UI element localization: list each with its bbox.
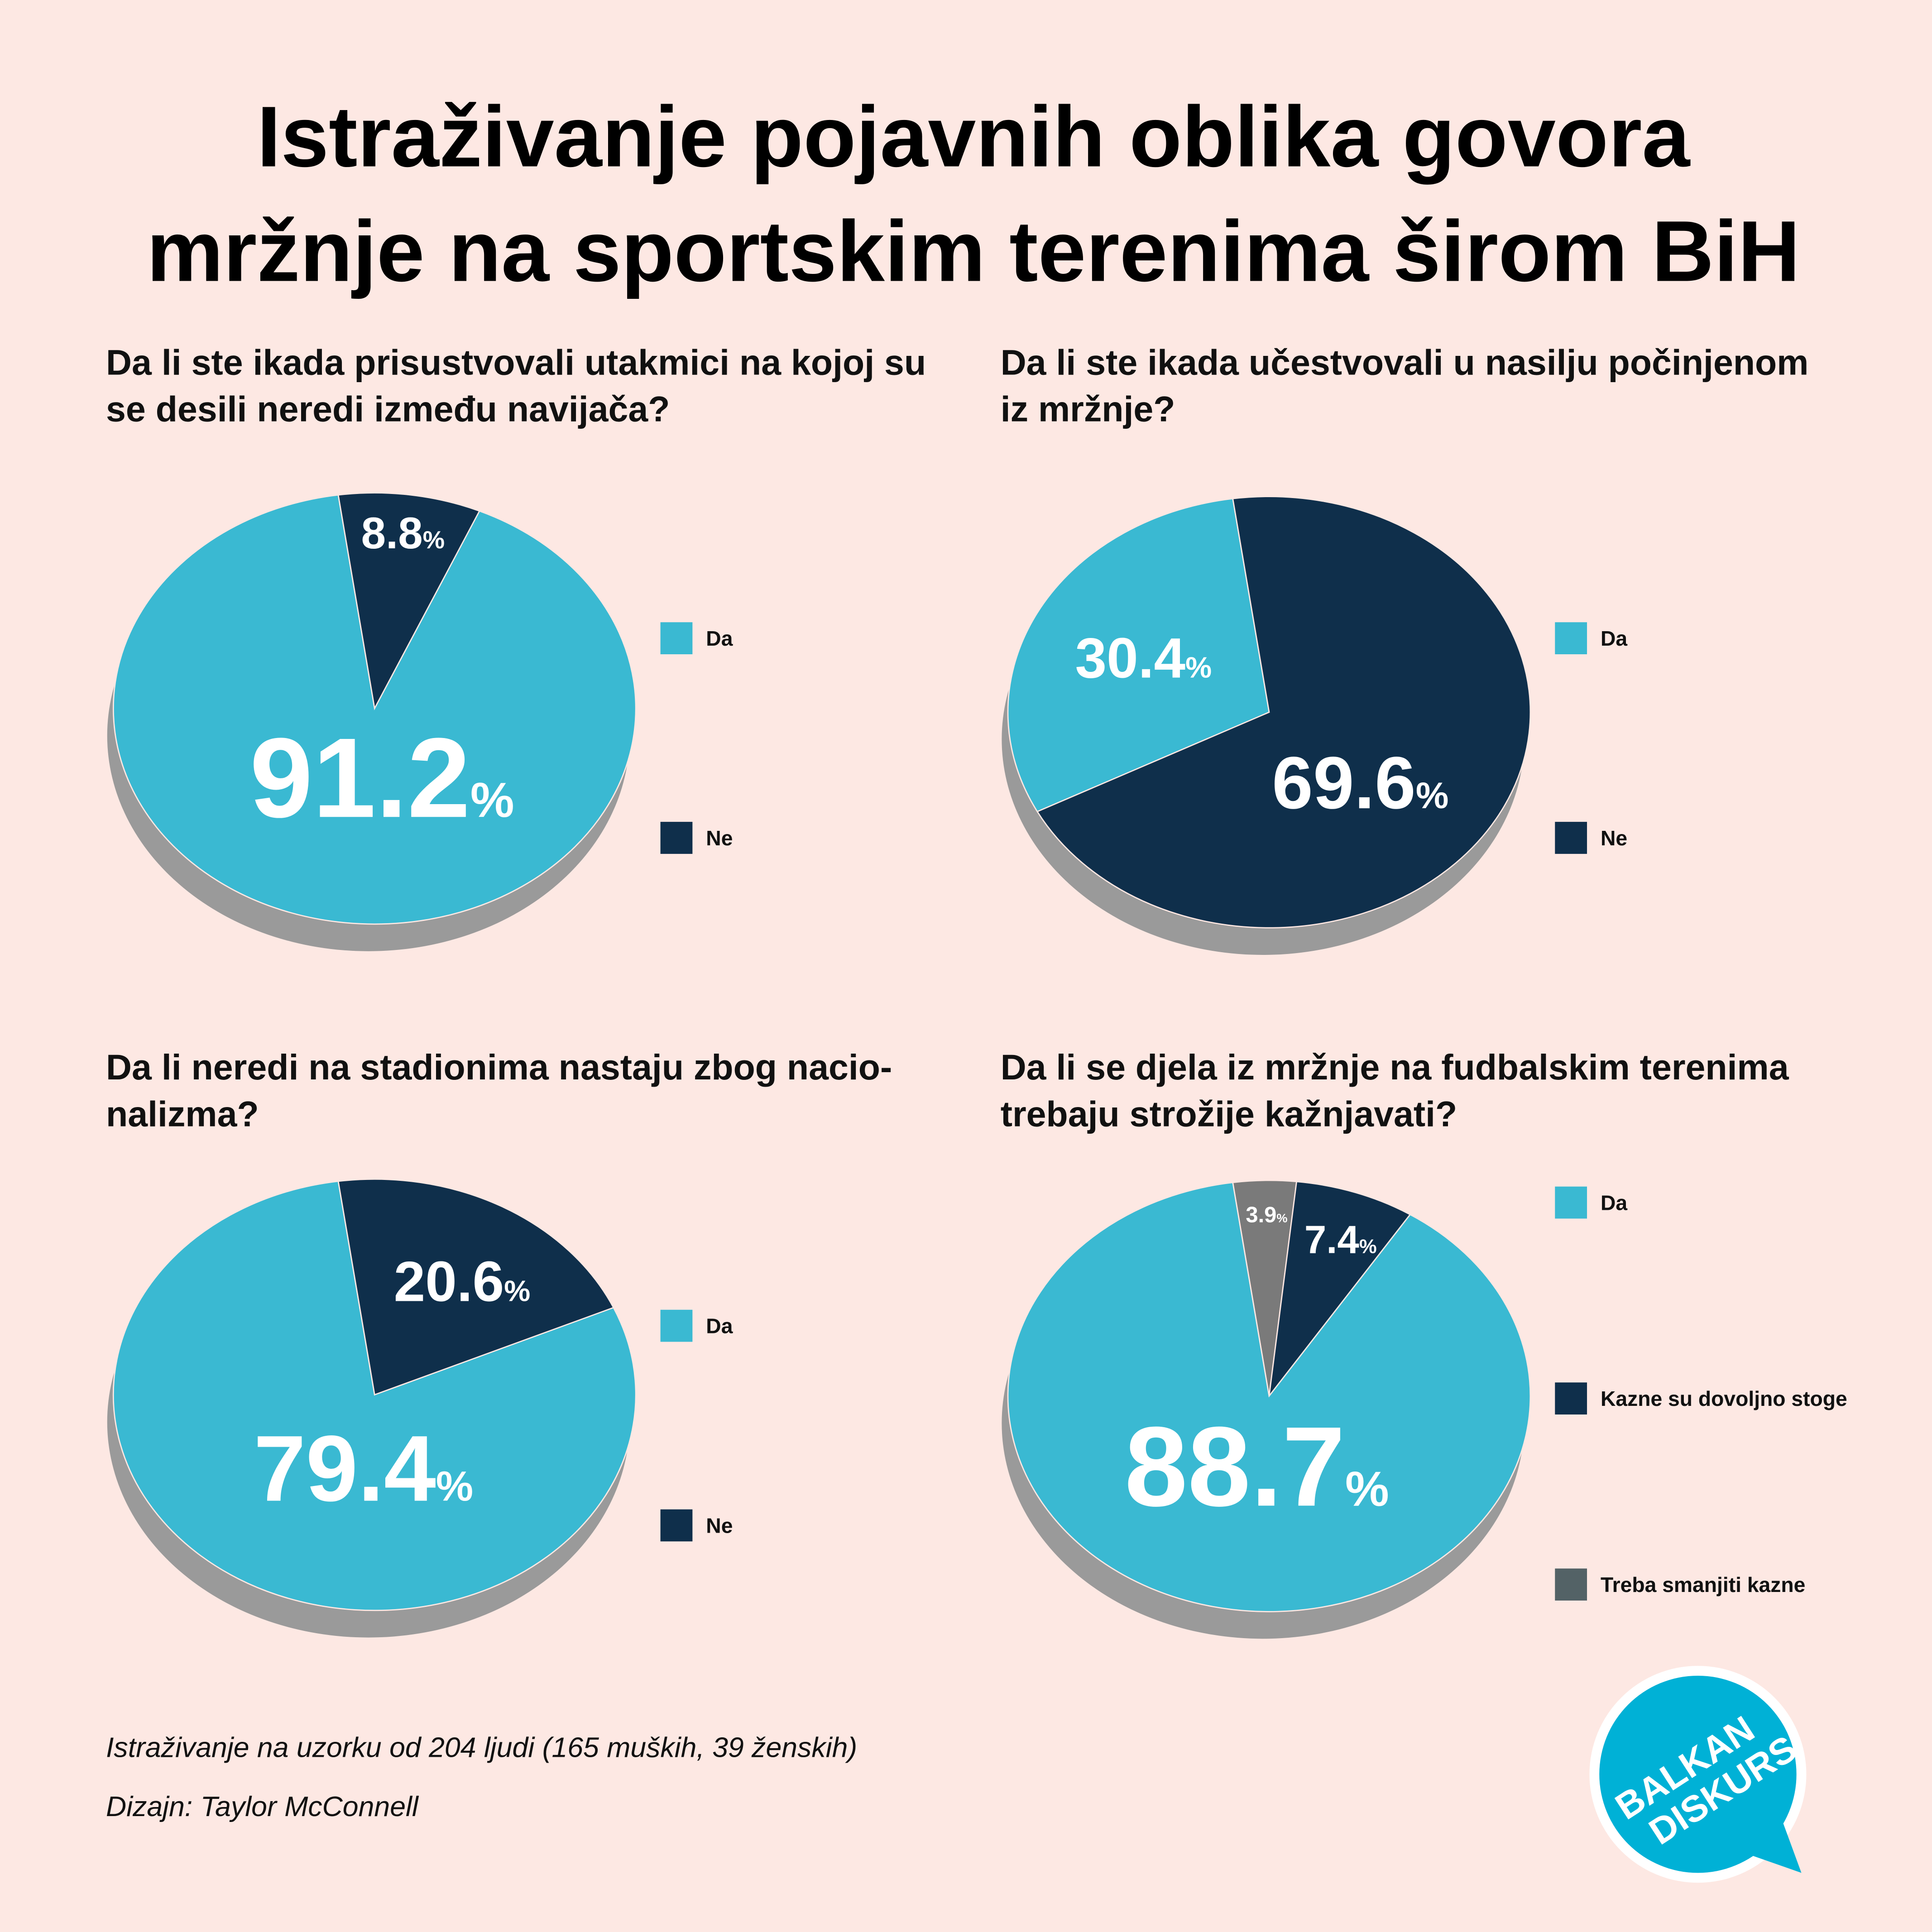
legend-swatch (660, 822, 693, 854)
question-line: Da li ste ikada učestvovali u nasilju po… (1001, 342, 1809, 382)
pie-chart-1: Da li ste ikada prisustvovali utakmici n… (106, 342, 926, 951)
pie-slice-ne (337, 1178, 614, 1396)
pie-slice-ne (337, 492, 480, 710)
question-line: se desili neredi između navijača? (106, 389, 670, 429)
legend-label: Da (1601, 627, 1628, 650)
legend-swatch (660, 622, 693, 655)
slice-label: 88.7% (1125, 1403, 1389, 1530)
slice-label: 7.4% (1304, 1218, 1377, 1262)
question-line: Da li neredi na stadionima nastaju zbog … (106, 1047, 892, 1087)
slice-label: 8.8% (361, 508, 445, 558)
pie-slice-ne (1036, 496, 1531, 929)
legend-label: Da (706, 1314, 733, 1338)
legend-label: Kazne su dovoljno stoge (1601, 1387, 1847, 1410)
legend-label: Ne (1601, 826, 1627, 850)
legend-swatch (660, 1309, 693, 1342)
legend-swatch (660, 1509, 693, 1542)
question-line: iz mržnje? (1001, 389, 1175, 429)
legend-swatch (1555, 1382, 1587, 1415)
legend-label: Ne (706, 826, 733, 850)
pie-slice-da (1007, 498, 1270, 813)
legend-label: Treba smanjiti kazne (1601, 1573, 1805, 1596)
balkan-diskurs-logo: BALKAN DISKURS (1589, 1666, 1807, 1883)
question-line: nalizma? (106, 1094, 259, 1134)
title-line-1: Istraživanje pojavnih oblika govora (257, 89, 1691, 185)
slice-label: 91.2% (250, 714, 514, 841)
pie-slice-da (113, 494, 637, 925)
title-line-2: mržnje na sportskim terenima širom BiH (147, 203, 1800, 299)
footer-design: Dizajn: Taylor McConnell (106, 1791, 419, 1822)
slice-label: 79.4% (254, 1416, 473, 1521)
slice-label: 20.6% (394, 1250, 531, 1314)
question-line: trebaju strožije kažnjavati? (1001, 1094, 1457, 1134)
question-line: Da li ste ikada prisustvovali utakmici n… (106, 342, 926, 382)
legend-swatch (1555, 622, 1587, 655)
pie-chart-3: Da li neredi na stadionima nastaju zbog … (106, 1047, 892, 1638)
pie-chart-2: Da li ste ikada učestvovali u nasilju po… (1001, 342, 1809, 955)
legend-label: Da (1601, 1191, 1628, 1214)
slice-label: 30.4% (1075, 627, 1212, 690)
pie-slice-da (113, 1180, 637, 1611)
slice-label: 69.6% (1272, 741, 1448, 824)
legend-swatch (1555, 822, 1587, 854)
legend-label: Ne (706, 1514, 733, 1537)
legend-label: Da (706, 627, 733, 650)
legend-swatch (1555, 1568, 1587, 1601)
question-line: Da li se djela iz mržnje na fudbalskim t… (1001, 1047, 1789, 1087)
pie-slice-kazne-su-dovoljno-stoge (1268, 1181, 1411, 1399)
pie-slice-da (1007, 1182, 1531, 1612)
slice-label: 3.9% (1246, 1203, 1287, 1227)
legend-swatch (1555, 1186, 1587, 1219)
pie-chart-4: Da li se djela iz mržnje na fudbalskim t… (1001, 1047, 1847, 1639)
footer-sample: Istraživanje na uzorku od 204 ljudi (165… (106, 1732, 857, 1764)
